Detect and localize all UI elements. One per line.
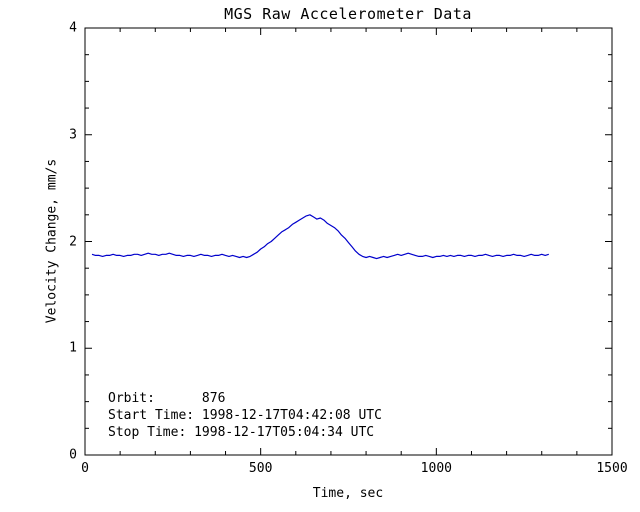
annotation-orbit: Orbit: 876 (108, 391, 226, 406)
x-tick-label: 1000 (420, 461, 452, 476)
annotation-stop-time: Stop Time: 1998-12-17T05:04:34 UTC (108, 425, 375, 440)
axes (84, 27, 613, 456)
x-tick-label: 1500 (596, 461, 628, 476)
x-tick-label: 0 (81, 461, 89, 476)
x-tick-label: 500 (248, 461, 273, 476)
y-tick-label: 0 (69, 447, 77, 463)
y-tick-label: 1 (69, 340, 77, 356)
data-series-line (91, 214, 549, 260)
annotation-start-time: Start Time: 1998-12-17T04:42:08 UTC (108, 408, 382, 423)
y-tick-label: 2 (69, 234, 77, 249)
chart-title: MGS Raw Accelerometer Data (224, 5, 472, 23)
x-axis-label: Time, sec (312, 486, 384, 501)
y-tick-label: 3 (69, 127, 77, 143)
y-tick-label: 4 (69, 20, 77, 36)
